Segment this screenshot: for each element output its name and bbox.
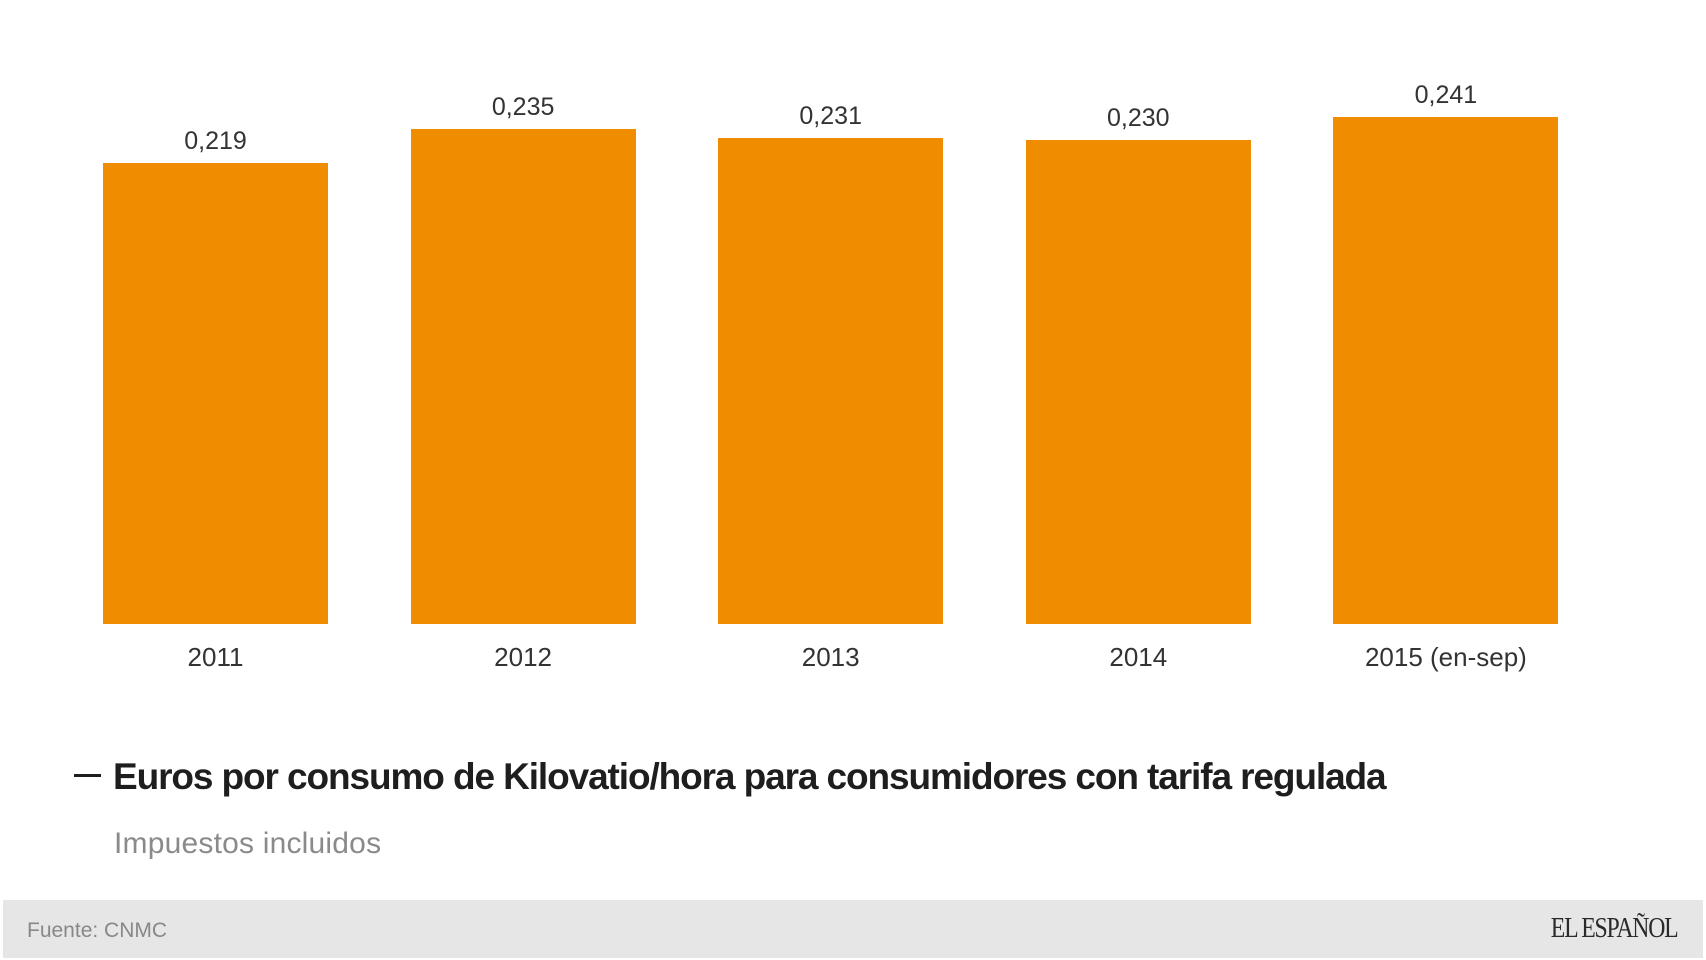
value-label: 0,230 bbox=[1107, 103, 1170, 132]
publisher-logo: EL ESPAÑOL bbox=[1550, 912, 1678, 944]
bar-2011 bbox=[103, 163, 328, 624]
value-label: 0,235 bbox=[491, 93, 555, 122]
category-label: 2011 bbox=[187, 642, 244, 672]
chart-subtitle: Impuestos incluidos bbox=[114, 827, 382, 860]
chart-title: Euros por consumo de Kilovatio/hora para… bbox=[74, 756, 1387, 797]
category-label: 2015 (en-sep) bbox=[1364, 642, 1527, 672]
bar-2013 bbox=[718, 137, 944, 624]
chart-title-text: Euros por consumo de Kilovatio/hora para… bbox=[113, 756, 1387, 797]
source-note: Fuente: CNMC bbox=[27, 919, 168, 942]
bar-2014 bbox=[1025, 139, 1251, 624]
value-label: 0,231 bbox=[799, 101, 862, 130]
bar-2012 bbox=[410, 129, 636, 624]
legend-dash-icon bbox=[74, 773, 101, 777]
value-label: 0,241 bbox=[1414, 80, 1478, 109]
value-label: 0,219 bbox=[184, 127, 247, 155]
category-label: 2012 bbox=[494, 642, 553, 672]
bar-2015 bbox=[1333, 116, 1559, 624]
category-label: 2014 bbox=[1109, 642, 1168, 672]
bar-chart: 0,219 2011 0,235 2012 0,231 2013 0,230 2014 0,24… bbox=[103, 80, 1559, 672]
category-label: 2013 bbox=[801, 642, 860, 672]
footer-bar: Fuente: CNMC EL ESPAÑOL bbox=[3, 900, 1703, 958]
